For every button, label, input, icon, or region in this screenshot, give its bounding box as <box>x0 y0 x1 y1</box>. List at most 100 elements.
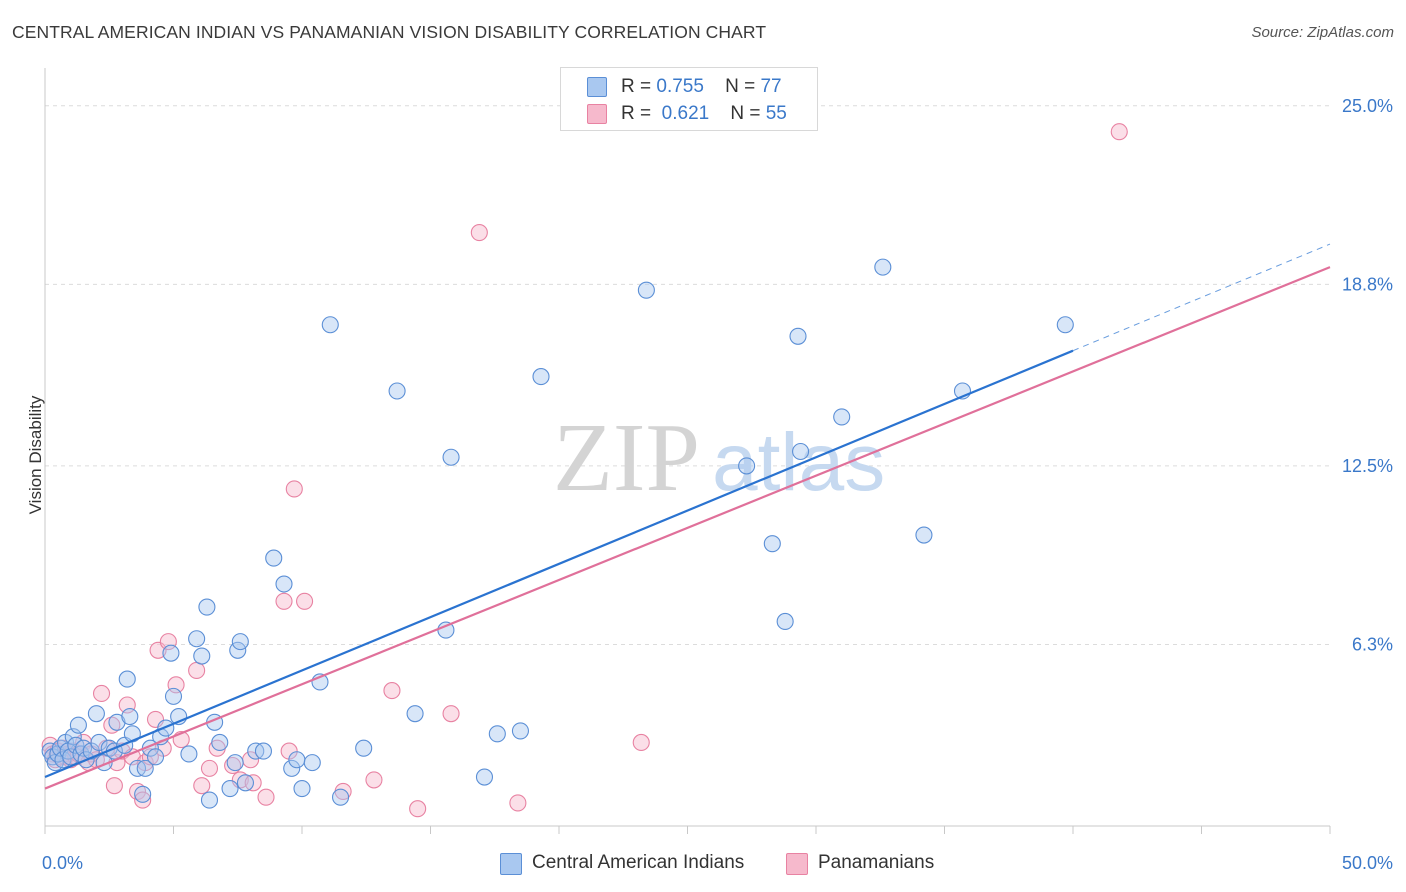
data-point-central-american-indians <box>193 647 211 665</box>
data-point-central-american-indians <box>87 705 105 723</box>
data-point-central-american-indians <box>331 788 350 806</box>
data-point-central-american-indians <box>121 707 139 726</box>
data-point-central-american-indians <box>511 722 530 740</box>
legend-swatch-blue <box>500 853 522 875</box>
legend-n-label: N = <box>730 103 761 124</box>
data-point-panamanians <box>257 788 275 806</box>
data-point-panamanians <box>509 794 527 812</box>
data-point-panamanians <box>632 733 650 752</box>
watermark-zip: ZIP <box>553 404 700 512</box>
watermark-atlas: atlas <box>712 417 885 508</box>
data-point-central-american-indians <box>275 575 293 593</box>
legend-swatch-pink <box>786 853 808 875</box>
legend-n-value: 55 <box>765 103 787 124</box>
data-point-panamanians <box>365 771 383 789</box>
legend-label: Central American Indians <box>532 852 745 873</box>
y-axis-label: Vision Disability <box>26 395 45 515</box>
legend-text-pink: R = 0.621 N = 55 <box>621 103 787 125</box>
legend-r-label: R = <box>621 76 652 97</box>
data-point-central-american-indians <box>388 382 406 400</box>
data-point-central-american-indians <box>236 774 255 792</box>
data-point-central-american-indians <box>221 779 239 798</box>
data-point-panamanians <box>193 777 211 795</box>
x-tick-label: 50.0% <box>1342 853 1393 873</box>
data-point-central-american-indians <box>303 754 321 772</box>
legend-n-label: N = <box>725 76 756 97</box>
data-point-central-american-indians <box>146 748 165 766</box>
data-point-central-american-indians <box>231 633 249 651</box>
data-point-central-american-indians <box>164 687 183 705</box>
data-point-central-american-indians <box>532 368 550 386</box>
correlation-legend: R = 0.755 N = 77 R = 0.621 N = 55 <box>560 67 818 131</box>
legend-r-label: R = <box>621 103 652 124</box>
watermark: ZIP atlas <box>553 404 885 512</box>
data-point-central-american-indians <box>180 745 198 763</box>
grid-lines <box>45 105 1330 646</box>
data-point-central-american-indians <box>637 281 655 299</box>
x-tick-label: 0.0% <box>42 853 83 873</box>
data-point-panamanians <box>103 716 121 734</box>
data-point-central-american-indians <box>211 733 229 752</box>
data-point-panamanians <box>383 682 401 700</box>
data-point-panamanians <box>128 782 147 800</box>
data-point-panamanians <box>92 684 111 703</box>
legend-text-blue: R = 0.755 N = 77 <box>621 76 782 98</box>
series-central-american-indians <box>41 258 1074 809</box>
data-point-central-american-indians <box>789 327 807 345</box>
data-point-central-american-indians <box>136 759 154 777</box>
legend-swatch-pink <box>587 104 607 124</box>
legend-swatch-blue <box>587 77 607 97</box>
data-point-central-american-indians <box>254 742 273 760</box>
data-point-central-american-indians <box>90 733 108 752</box>
data-point-central-american-indians <box>321 316 339 334</box>
data-point-central-american-indians <box>874 258 892 276</box>
legend-n-value: 77 <box>760 76 782 97</box>
legend-r-value: 0.755 <box>656 76 704 97</box>
data-point-panamanians <box>188 661 206 679</box>
legend-r-value: 0.621 <box>661 103 710 124</box>
data-point-panamanians <box>409 800 427 818</box>
data-point-panamanians <box>224 756 242 775</box>
data-point-panamanians <box>285 480 303 498</box>
data-point-central-american-indians <box>475 768 494 786</box>
chart-title: CENTRAL AMERICAN INDIAN VS PANAMANIAN VI… <box>12 22 767 42</box>
trend-lines <box>44 243 1331 790</box>
y-tick-label: 25.0% <box>1342 96 1393 116</box>
y-tick-label: 12.5% <box>1342 456 1393 476</box>
data-point-central-american-indians <box>792 442 810 461</box>
trend-line-central-american-indians <box>44 349 1074 779</box>
data-point-central-american-indians <box>1056 316 1074 334</box>
data-point-central-american-indians <box>198 598 216 616</box>
data-point-central-american-indians <box>738 457 756 475</box>
trend-extension-central-american-indians <box>1072 243 1331 352</box>
trend-line-panamanians <box>44 266 1331 790</box>
data-point-central-american-indians <box>406 705 424 723</box>
tick-labels: 6.3% 12.5% 18.8% 25.0% 0.0% 50.0% <box>42 96 1393 873</box>
y-tick-label: 18.8% <box>1342 274 1393 294</box>
data-point-central-american-indians <box>69 716 87 734</box>
legend-label: Panamanians <box>818 852 935 873</box>
data-point-central-american-indians <box>442 448 460 466</box>
data-point-central-american-indians <box>226 754 244 772</box>
y-tick-label: 6.3% <box>1352 635 1393 655</box>
data-point-panamanians <box>442 705 460 723</box>
data-point-central-american-indians <box>355 739 373 757</box>
data-point-panamanians <box>1110 123 1128 141</box>
data-point-panamanians <box>470 224 488 242</box>
data-point-central-american-indians <box>162 644 180 662</box>
data-point-central-american-indians <box>134 785 152 803</box>
data-point-central-american-indians <box>763 535 781 553</box>
data-point-central-american-indians <box>915 526 933 544</box>
data-point-panamanians <box>296 592 314 610</box>
data-point-central-american-indians <box>488 725 506 743</box>
data-point-panamanians <box>105 777 123 795</box>
data-point-central-american-indians <box>283 759 301 777</box>
data-point-panamanians <box>200 759 219 777</box>
data-point-central-american-indians <box>293 779 311 798</box>
data-point-central-american-indians <box>188 630 206 648</box>
data-point-central-american-indians <box>833 408 851 426</box>
data-point-central-american-indians <box>200 791 219 809</box>
data-point-central-american-indians <box>118 670 136 688</box>
data-point-central-american-indians <box>288 751 306 769</box>
